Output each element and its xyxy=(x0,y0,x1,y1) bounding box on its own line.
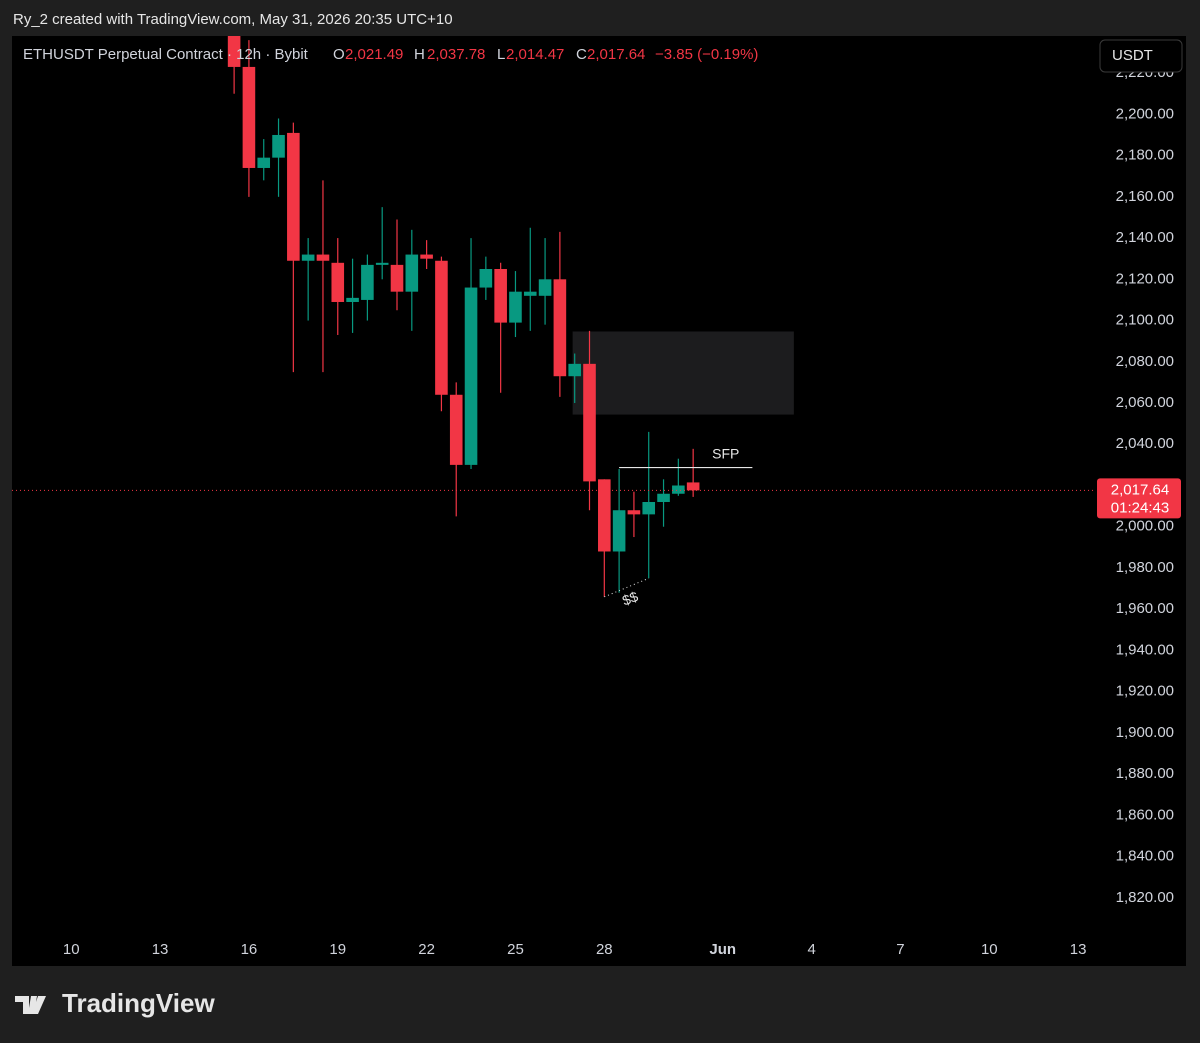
x-tick-label: 13 xyxy=(1070,941,1087,958)
candle-body xyxy=(316,254,330,261)
legend: ETHUSDT Perpetual Contract · 12h · Bybit… xyxy=(23,46,758,63)
currency[interactable]: USDT xyxy=(1112,47,1153,64)
liquidity-label: $$ xyxy=(620,588,640,608)
legend-value: 2,037.78 xyxy=(427,46,485,63)
candle-body xyxy=(627,510,641,515)
candle-body xyxy=(657,493,670,502)
x-tick-label: Jun xyxy=(709,941,736,958)
y-tick-label: 1,940.00 xyxy=(1116,641,1174,658)
candle-body xyxy=(598,479,611,552)
sfp-label: SFP xyxy=(712,445,739,461)
x-tick-label: 28 xyxy=(596,941,613,958)
candle-body xyxy=(509,291,522,323)
y-tick-label: 1,920.00 xyxy=(1116,683,1174,700)
candle-body xyxy=(464,287,478,465)
candle-body xyxy=(686,482,700,491)
y-tick-label: 2,180.00 xyxy=(1116,147,1174,164)
y-tick-label: 2,140.00 xyxy=(1116,229,1174,246)
y-tick-label: 2,200.00 xyxy=(1116,105,1174,122)
candle-body xyxy=(583,363,596,482)
legend-change: −3.85 (−0.19%) xyxy=(655,46,758,63)
y-tick-label: 2,000.00 xyxy=(1116,518,1174,535)
logo: TradingView xyxy=(15,988,215,1018)
x-tick-label: 25 xyxy=(507,941,524,958)
candle-body xyxy=(405,254,419,292)
candle-body xyxy=(642,501,656,515)
candle-body xyxy=(612,510,626,552)
plot-area: SFP $$ xyxy=(227,36,794,609)
candle-body xyxy=(346,297,359,302)
candle-body xyxy=(538,279,552,296)
y-tick-label: 2,080.00 xyxy=(1116,353,1174,370)
x-tick-label: 10 xyxy=(981,941,998,958)
y-tick-label: 2,040.00 xyxy=(1116,435,1174,452)
countdown: 01:24:43 xyxy=(1111,499,1169,516)
candle-body xyxy=(331,262,345,302)
y-tick-label: 1,880.00 xyxy=(1116,765,1174,782)
candle-body xyxy=(375,262,389,265)
candle-body xyxy=(272,134,285,158)
candle-body xyxy=(227,36,241,67)
x-tick-label: 19 xyxy=(329,941,346,958)
price-tag-label: 2,017.64 xyxy=(1111,481,1169,498)
symbol: ETHUSDT Perpetual Contract · 12h · Bybit xyxy=(23,46,309,63)
y-tick-label: 1,860.00 xyxy=(1116,806,1174,823)
candle-body xyxy=(242,66,256,168)
x-tick-label: 10 xyxy=(63,941,80,958)
candle-body xyxy=(494,268,507,323)
x-tick-label: 16 xyxy=(241,941,258,958)
y-tick-label: 1,900.00 xyxy=(1116,724,1174,741)
legend-value: 2,014.47 xyxy=(506,46,564,63)
x-tick-label: 7 xyxy=(896,941,904,958)
candle-body xyxy=(301,254,315,261)
y-tick-label: 1,840.00 xyxy=(1116,848,1174,865)
price-tag xyxy=(1097,478,1181,519)
candle-body xyxy=(257,157,271,168)
axes: 1,820.00 1,840.00 1,860.00 1,880.00 1,900.00… xyxy=(63,64,1174,958)
candle-body xyxy=(553,279,567,377)
legend-value: 2,017.64 xyxy=(587,46,645,63)
y-tick-label: 2,060.00 xyxy=(1116,394,1174,411)
supply-zone xyxy=(572,331,794,415)
candle-body xyxy=(523,291,537,296)
legend-key: H xyxy=(414,46,425,63)
liquidity-line xyxy=(604,577,649,598)
y-tick-label: 2,100.00 xyxy=(1116,312,1174,329)
candle-body xyxy=(420,254,433,259)
logo-icon xyxy=(15,996,46,1014)
legend-key: O xyxy=(333,46,345,63)
candle-body xyxy=(568,363,581,377)
y-tick-label: 1,820.00 xyxy=(1116,889,1174,906)
candle-body xyxy=(479,268,493,288)
candle-body xyxy=(287,132,300,261)
y-tick-label: 2,120.00 xyxy=(1116,270,1174,287)
header-title: Ry_2 created with TradingView.com, May 3… xyxy=(13,11,453,28)
candle-body xyxy=(449,394,463,465)
y-tick-label: 1,980.00 xyxy=(1116,559,1174,576)
y-tick-label: 1,960.00 xyxy=(1116,600,1174,617)
candle-body xyxy=(435,260,448,395)
currency-button[interactable] xyxy=(1099,39,1183,73)
x-tick-label: 4 xyxy=(807,941,815,958)
legend-key: L xyxy=(497,46,505,63)
candle-body xyxy=(672,485,685,494)
candle-body xyxy=(361,264,374,300)
x-tick-label: 13 xyxy=(152,941,169,958)
candle-body xyxy=(390,264,404,292)
legend-key: C xyxy=(576,46,587,63)
brand: TradingView xyxy=(62,988,215,1018)
x-tick-label: 22 xyxy=(418,941,435,958)
legend-value: 2,021.49 xyxy=(345,46,403,63)
y-tick-label: 2,160.00 xyxy=(1116,188,1174,205)
